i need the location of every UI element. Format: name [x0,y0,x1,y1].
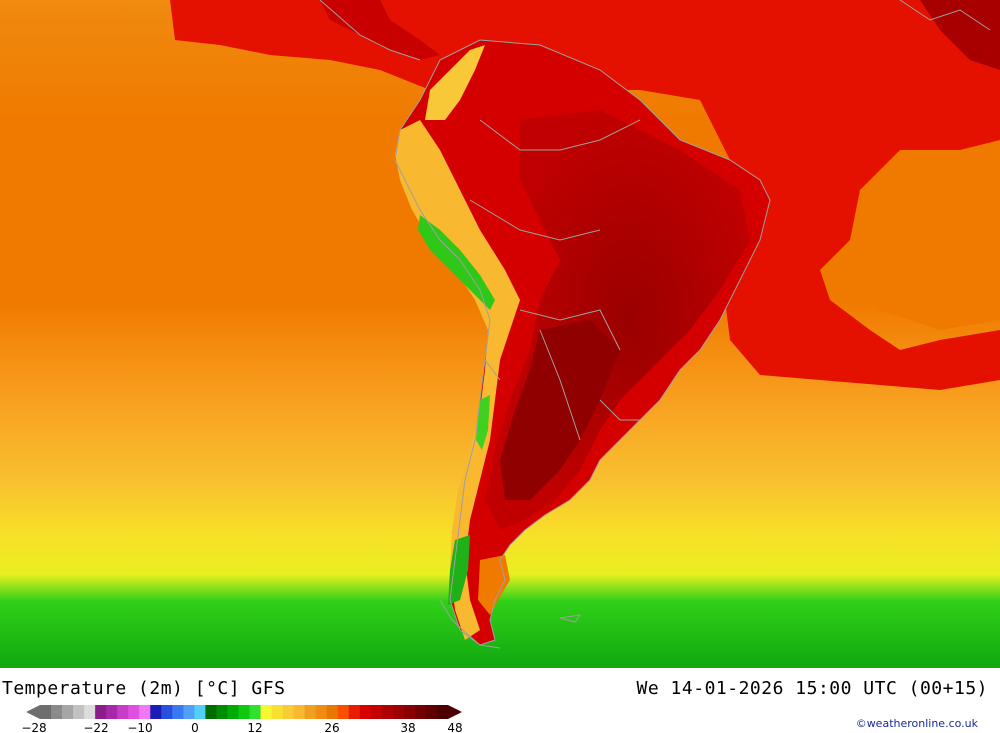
source-credit-link[interactable]: ©weatheronline.co.uk [855,717,978,730]
legend-tick-label: −10 [127,721,152,733]
legend-swatch [128,705,140,719]
legend-swatch [172,705,184,719]
valid-datetime: We 14-01-2026 15:00 UTC (00+15) [636,678,988,699]
atlantic-orange-patch [840,150,1000,330]
caribbean-hot-zone [920,0,1000,70]
legend-swatch [194,705,206,719]
andes-cold-patch [418,215,495,310]
legend-swatch [205,705,217,719]
legend-swatch [51,705,63,719]
legend-arrow-right [448,705,462,719]
legend-tick-label: 0 [191,721,199,733]
legend-swatch [392,705,405,719]
legend-swatch [106,705,118,719]
legend-swatch [260,705,272,719]
legend-tick-label: 48 [447,721,462,733]
legend-swatch [282,705,295,719]
legend-swatch [315,705,328,719]
legend-swatch [337,705,350,719]
legend-swatch [117,705,129,719]
patagonia-cold-patch [448,535,470,605]
legend-swatch [381,705,394,719]
legend-swatch [403,705,416,719]
andes-north-ridge [425,45,485,120]
legend-swatch [161,705,173,719]
legend-swatch [238,705,250,719]
legend-swatch [150,705,162,719]
atlantic-warm-zone [700,90,1000,390]
chaco-hottest-zone [500,320,620,500]
legend-swatch [436,705,449,719]
legend-tick-label: −28 [21,721,46,733]
temperature-map [0,0,1000,668]
map-title: Temperature (2m) [°C] GFS [2,678,286,699]
legend-tick-label: −22 [83,721,108,733]
legend-swatch [359,705,372,719]
legend-arrow-left [26,705,40,719]
andes-ridge [395,120,520,640]
legend-ticks: −28 −22 −10 0 12 26 38 48 [21,721,462,733]
central-andes-cold-patch [476,395,490,450]
central-america-land [320,0,440,60]
legend-swatch [249,705,261,719]
legend-swatch [414,705,427,719]
legend-swatch [304,705,317,719]
legend-tick-label: 26 [324,721,339,733]
legend-swatch [370,705,383,719]
legend-swatch [95,705,107,719]
legend-swatch [84,705,96,719]
legend-swatch [326,705,339,719]
legend-swatch [139,705,151,719]
legend-swatch [40,705,52,719]
legend-swatch [348,705,361,719]
country-borders [319,0,991,649]
legend-swatch [425,705,438,719]
legend-swatch [293,705,306,719]
legend-swatches [26,705,462,719]
legend-swatch [216,705,228,719]
legend-swatch [271,705,283,719]
legend-swatch [62,705,74,719]
legend-tick-label: 38 [400,721,415,733]
legend-swatch [227,705,239,719]
legend-swatch [73,705,85,719]
color-scale-legend: −28 −22 −10 0 12 26 38 48 [21,705,463,733]
footer-bar [0,668,1000,733]
legend-swatch [183,705,195,719]
legend-tick-label: 12 [247,721,262,733]
